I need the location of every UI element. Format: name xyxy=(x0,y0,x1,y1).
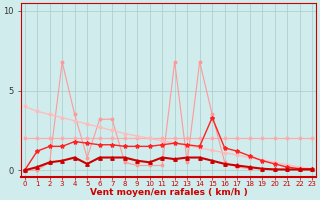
X-axis label: Vent moyen/en rafales ( km/h ): Vent moyen/en rafales ( km/h ) xyxy=(90,188,247,197)
